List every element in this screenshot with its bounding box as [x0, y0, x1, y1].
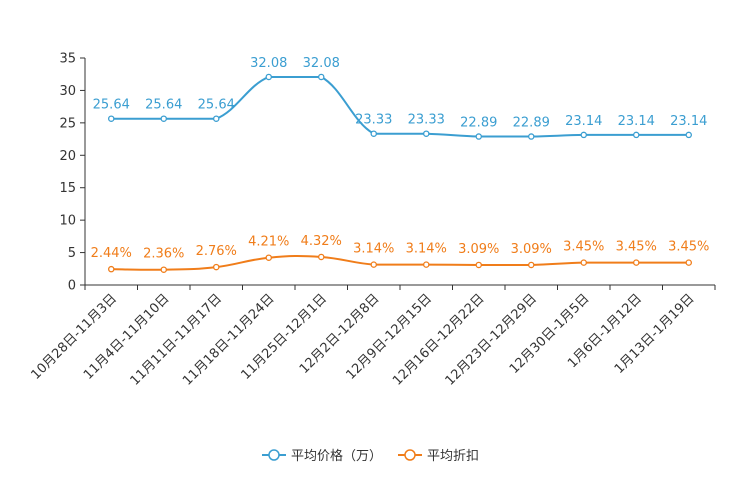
price-data-label: 25.64	[145, 98, 182, 113]
discount-series-line	[111, 255, 689, 271]
legend-item-price-marker[interactable]	[268, 449, 280, 461]
y-tick-label: 15	[59, 181, 76, 196]
legend-item-price-label[interactable]: 平均价格（万）	[291, 448, 382, 464]
price-data-label: 23.14	[565, 114, 602, 129]
discount-data-label: 3.14%	[353, 242, 394, 257]
discount-data-label: 2.76%	[196, 244, 237, 259]
price-data-label: 23.14	[618, 114, 655, 129]
discount-data-point	[475, 261, 482, 269]
price-data-point	[475, 133, 482, 140]
discount-data-point	[317, 253, 325, 261]
legend-item-discount-marker[interactable]	[404, 449, 416, 461]
discount-data-label: 3.45%	[668, 240, 709, 255]
price-data-point	[528, 133, 535, 140]
y-tick-label: 30	[59, 84, 76, 99]
x-tick-label: 12月23日-12月29日	[443, 291, 540, 388]
discount-data-label: 4.32%	[301, 234, 342, 249]
price-data-point	[685, 131, 693, 139]
price-data-label: 25.64	[198, 98, 235, 113]
y-tick-label: 35	[59, 52, 76, 67]
price-data-point	[633, 131, 640, 139]
price-data-label: 22.89	[513, 116, 550, 131]
discount-data-label: 4.21%	[248, 235, 289, 250]
discount-data-label: 3.14%	[406, 242, 447, 257]
price-data-point	[580, 131, 588, 139]
price-data-label: 32.08	[303, 56, 340, 71]
x-tick-label: 12月16日-12月22日	[390, 291, 487, 388]
discount-data-point	[633, 259, 640, 266]
y-tick-label: 0	[68, 279, 76, 294]
x-tick-label: 11月18日-11月24日	[180, 291, 277, 388]
price-data-label: 23.33	[355, 113, 392, 128]
discount-data-point	[580, 259, 588, 266]
y-tick-label: 10	[59, 214, 76, 229]
discount-data-point	[528, 261, 535, 269]
price-data-point	[370, 130, 377, 137]
discount-data-label: 3.09%	[511, 242, 552, 257]
discount-data-point	[212, 263, 220, 271]
discount-data-point	[370, 261, 377, 268]
price-data-point	[160, 115, 167, 122]
discount-data-point	[265, 254, 272, 261]
discount-data-label: 2.36%	[143, 247, 184, 262]
discount-data-label: 3.45%	[616, 240, 657, 255]
price-data-label: 23.14	[670, 114, 707, 129]
discount-data-point	[422, 261, 430, 268]
legend-item-discount-label[interactable]: 平均折扣	[427, 449, 479, 464]
discount-data-label: 2.44%	[91, 246, 132, 261]
x-tick-label: 10月28日-11月3日	[28, 291, 120, 383]
discount-data-point	[108, 265, 115, 273]
price-data-point	[108, 115, 115, 122]
price-data-label: 22.89	[460, 116, 497, 131]
price-data-point	[265, 73, 272, 81]
y-tick-label: 25	[59, 116, 76, 131]
price-data-point	[212, 115, 220, 122]
price-data-label: 23.33	[408, 113, 445, 128]
y-tick-label: 20	[59, 149, 76, 164]
discount-data-label: 3.09%	[458, 242, 499, 257]
discount-data-point	[685, 259, 693, 266]
price-data-label: 32.08	[250, 56, 287, 71]
price-data-point	[422, 130, 430, 137]
y-tick-label: 5	[68, 246, 76, 261]
x-tick-label: 11月11日-11月17日	[128, 291, 225, 388]
discount-data-point	[160, 266, 167, 273]
price-data-label: 25.64	[93, 98, 130, 113]
price-data-point	[317, 73, 325, 81]
discount-data-label: 3.45%	[563, 240, 604, 255]
